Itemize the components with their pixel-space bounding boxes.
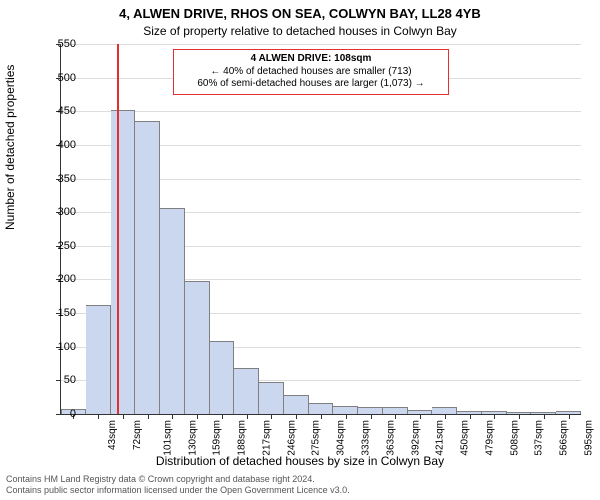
x-axis-label: Distribution of detached houses by size … bbox=[0, 454, 600, 468]
x-tick-label: 595sqm bbox=[583, 420, 594, 456]
histogram-bar bbox=[333, 406, 358, 414]
x-tick-mark bbox=[148, 414, 149, 419]
x-tick-mark bbox=[371, 414, 372, 419]
histogram-bar bbox=[284, 395, 309, 414]
x-tick-label: 508sqm bbox=[509, 420, 520, 456]
footer-line1: Contains HM Land Registry data © Crown c… bbox=[6, 474, 350, 485]
annotation-line3: 60% of semi-detached houses are larger (… bbox=[180, 78, 442, 91]
y-tick-label: 200 bbox=[46, 273, 76, 285]
x-tick-mark bbox=[296, 414, 297, 419]
gridline-h bbox=[61, 44, 581, 45]
x-tick-label: 421sqm bbox=[435, 420, 446, 456]
y-tick-label: 450 bbox=[46, 105, 76, 117]
x-tick-mark bbox=[222, 414, 223, 419]
x-tick-mark bbox=[123, 414, 124, 419]
y-tick-label: 150 bbox=[46, 307, 76, 319]
x-tick-mark bbox=[519, 414, 520, 419]
y-tick-label: 100 bbox=[46, 341, 76, 353]
x-tick-label: 159sqm bbox=[212, 420, 223, 456]
y-tick-label: 250 bbox=[46, 240, 76, 252]
histogram-bar bbox=[135, 121, 160, 414]
annotation-box: 4 ALWEN DRIVE: 108sqm ← 40% of detached … bbox=[173, 49, 449, 95]
y-tick-label: 400 bbox=[46, 139, 76, 151]
x-tick-label: 304sqm bbox=[336, 420, 347, 456]
x-tick-mark bbox=[346, 414, 347, 419]
histogram-bar bbox=[185, 281, 210, 414]
x-tick-label: 275sqm bbox=[311, 420, 322, 456]
footer-attribution: Contains HM Land Registry data © Crown c… bbox=[6, 474, 350, 496]
y-tick-label: 50 bbox=[46, 374, 76, 386]
x-tick-label: 217sqm bbox=[262, 420, 273, 456]
histogram-bar bbox=[210, 341, 235, 414]
x-tick-mark bbox=[470, 414, 471, 419]
x-tick-mark bbox=[271, 414, 272, 419]
y-axis-label: Number of detached properties bbox=[3, 65, 17, 230]
x-tick-mark bbox=[494, 414, 495, 419]
x-tick-label: 43sqm bbox=[107, 420, 118, 450]
x-tick-label: 246sqm bbox=[286, 420, 297, 456]
histogram-bar bbox=[309, 403, 334, 414]
plot-area: 4 ALWEN DRIVE: 108sqm ← 40% of detached … bbox=[60, 44, 581, 415]
chart-title-sub: Size of property relative to detached ho… bbox=[0, 24, 600, 38]
histogram-bar bbox=[432, 407, 457, 414]
histogram-bar bbox=[259, 382, 284, 414]
x-tick-label: 566sqm bbox=[559, 420, 570, 456]
gridline-h bbox=[61, 111, 581, 112]
y-tick-label: 550 bbox=[46, 38, 76, 50]
y-tick-label: 300 bbox=[46, 206, 76, 218]
histogram-bar bbox=[160, 208, 185, 414]
x-tick-mark bbox=[395, 414, 396, 419]
histogram-bar bbox=[111, 110, 136, 414]
histogram-bar bbox=[86, 305, 111, 414]
x-tick-mark bbox=[247, 414, 248, 419]
annotation-line2: ← 40% of detached houses are smaller (71… bbox=[180, 66, 442, 79]
x-tick-mark bbox=[544, 414, 545, 419]
x-tick-label: 392sqm bbox=[410, 420, 421, 456]
y-tick-label: 0 bbox=[46, 408, 76, 420]
x-tick-label: 188sqm bbox=[237, 420, 248, 456]
y-tick-label: 350 bbox=[46, 173, 76, 185]
x-tick-label: 479sqm bbox=[484, 420, 495, 456]
histogram-bar bbox=[358, 407, 383, 414]
x-tick-mark bbox=[172, 414, 173, 419]
x-tick-mark bbox=[420, 414, 421, 419]
x-tick-label: 537sqm bbox=[534, 420, 545, 456]
histogram-bar bbox=[383, 407, 408, 414]
y-tick-label: 500 bbox=[46, 72, 76, 84]
x-tick-mark bbox=[197, 414, 198, 419]
x-tick-label: 130sqm bbox=[187, 420, 198, 456]
x-tick-mark bbox=[569, 414, 570, 419]
x-tick-label: 72sqm bbox=[132, 420, 143, 450]
x-tick-label: 101sqm bbox=[162, 420, 173, 456]
reference-line bbox=[117, 44, 119, 414]
x-tick-mark bbox=[445, 414, 446, 419]
x-tick-mark bbox=[98, 414, 99, 419]
x-tick-mark bbox=[321, 414, 322, 419]
x-tick-label: 333sqm bbox=[361, 420, 372, 456]
chart-title-main: 4, ALWEN DRIVE, RHOS ON SEA, COLWYN BAY,… bbox=[0, 6, 600, 21]
x-tick-label: 450sqm bbox=[460, 420, 471, 456]
x-tick-label: 363sqm bbox=[385, 420, 396, 456]
annotation-line1: 4 ALWEN DRIVE: 108sqm bbox=[180, 53, 442, 66]
histogram-bar bbox=[234, 368, 259, 414]
footer-line2: Contains public sector information licen… bbox=[6, 485, 350, 496]
